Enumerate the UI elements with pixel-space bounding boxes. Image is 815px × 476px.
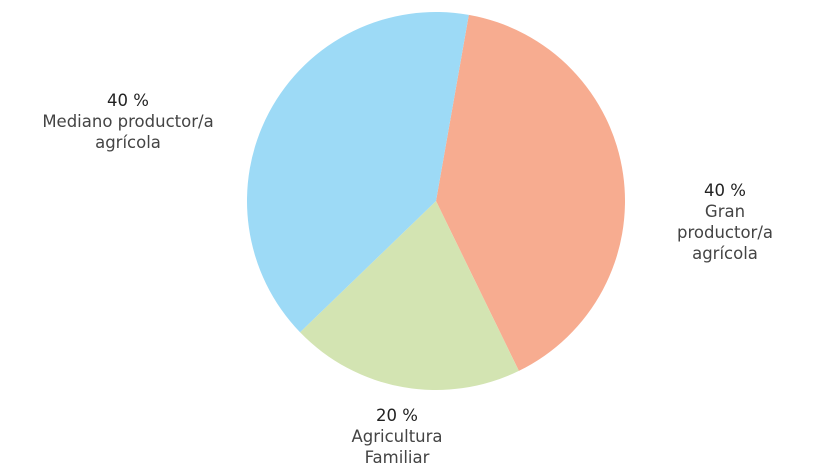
- pie-slice: [246, 11, 469, 333]
- pie-slice: [300, 201, 519, 390]
- value-label: 20 %: [376, 406, 418, 425]
- category-label: Gran productor/a agrícola: [676, 202, 774, 263]
- value-label: 40 %: [704, 181, 746, 200]
- slice-label: 20 % Agricultura Familiar: [351, 405, 442, 468]
- slice-label: 40 % Mediano productor/a agrícola: [42, 90, 213, 153]
- value-label: 40 %: [107, 91, 149, 110]
- category-label: Agricultura Familiar: [351, 427, 443, 467]
- slice-label: 40 % Gran productor/a agrícola: [677, 180, 773, 264]
- pie-slice: [436, 14, 625, 371]
- category-label: Mediano productor/a agrícola: [42, 112, 214, 152]
